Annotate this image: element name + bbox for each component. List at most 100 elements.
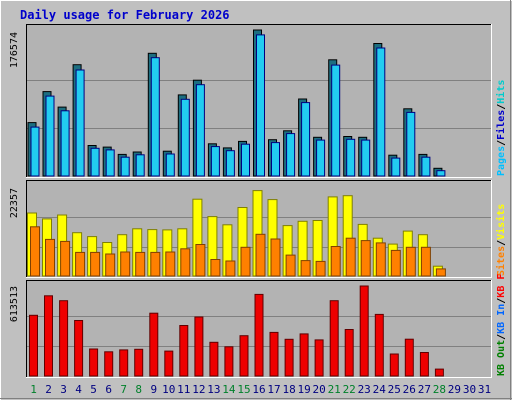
day-label-9: 9 <box>150 383 157 396</box>
bar-top-files-day-5 <box>90 147 100 177</box>
bar-bottom-kb-f-day-22 <box>344 329 354 377</box>
day-label-12: 12 <box>192 383 205 396</box>
bar-middle-sites-day-1 <box>30 226 40 277</box>
day-label-2: 2 <box>45 383 52 396</box>
legend-bottom: KB Out/KB In/KB F <box>496 274 507 376</box>
bar-bottom-kb-f-day-2 <box>44 295 53 377</box>
y-max-label-top: 176574 <box>9 32 20 68</box>
bar-bottom-kb-f-day-5 <box>89 348 99 377</box>
bar-middle-sites-day-27 <box>420 246 431 277</box>
bar-bottom-kb-f-day-28 <box>434 368 444 377</box>
legend-entry-pages: Pages <box>496 146 507 176</box>
bar-middle-sites-day-14 <box>225 260 236 277</box>
bar-top-files-day-11 <box>180 98 190 177</box>
bar-top-files-day-10 <box>165 153 175 177</box>
legend-separator: / <box>496 140 507 146</box>
bar-middle-sites-day-13 <box>210 259 221 277</box>
bar-middle-sites-day-3 <box>60 240 71 277</box>
bar-top-files-day-13 <box>210 146 220 177</box>
bar-middle-sites-day-21 <box>330 246 341 277</box>
chart-panels: 176574Pages/Files/Hits22357Sites/Visits6… <box>9 24 507 378</box>
bar-middle-sites-day-19 <box>300 260 311 277</box>
bar-middle-sites-day-8 <box>135 251 146 277</box>
bar-top-files-day-14 <box>225 150 235 177</box>
bar-middle-sites-day-22 <box>345 237 356 277</box>
bar-bottom-kb-f-day-3 <box>59 300 69 377</box>
bar-bottom-kb-f-day-12 <box>194 316 204 377</box>
bar-top-files-day-1 <box>30 126 40 177</box>
legend-entry-kb-out: KB Out <box>496 340 507 376</box>
bar-top-files-day-8 <box>135 154 145 177</box>
bar-bottom-kb-f-day-19 <box>299 333 309 377</box>
day-label-1: 1 <box>30 383 37 396</box>
legend-entry-sites: Sites <box>495 246 507 276</box>
panel-bottom: 613513 KB Out/KB In/KB F <box>9 274 507 378</box>
day-label-13: 13 <box>207 383 220 396</box>
bar-top-files-day-20 <box>316 139 326 177</box>
bar-middle-sites-day-25 <box>390 249 401 277</box>
day-label-25: 25 <box>388 383 401 396</box>
bar-bottom-kb-f-day-24 <box>374 313 384 377</box>
bar-middle-sites-day-6 <box>105 253 116 277</box>
bar-top-files-day-3 <box>60 110 70 177</box>
bar-middle-sites-day-20 <box>315 260 326 277</box>
bar-top-files-day-16 <box>256 34 265 177</box>
bar-middle-sites-day-7 <box>120 251 131 277</box>
day-label-3: 3 <box>60 383 67 396</box>
day-label-7: 7 <box>120 383 127 396</box>
day-label-5: 5 <box>90 383 97 396</box>
day-label-31: 31 <box>478 383 491 396</box>
chart-title: Daily usage for February 2026 <box>20 8 230 22</box>
day-label-29: 29 <box>448 383 461 396</box>
day-label-15: 15 <box>237 383 250 396</box>
day-label-4: 4 <box>75 383 82 396</box>
bar-top-files-day-6 <box>105 149 115 177</box>
bar-top-files-day-24 <box>376 47 386 177</box>
legend-top: Pages/Files/Hits <box>495 80 507 176</box>
y-max-label-bottom: 613513 <box>9 286 20 322</box>
bar-top-files-day-2 <box>45 95 55 177</box>
bar-middle-sites-day-16 <box>255 233 266 277</box>
day-label-18: 18 <box>282 383 295 396</box>
bar-middle-sites-day-17 <box>270 238 281 277</box>
legend-middle: Sites/Visits <box>495 204 507 276</box>
bar-bottom-kb-f-day-1 <box>29 314 38 377</box>
bar-bottom-kb-f-day-18 <box>284 338 294 377</box>
legend-entry-hits: Hits <box>495 80 507 104</box>
day-label-8: 8 <box>135 383 142 396</box>
bar-top-files-day-19 <box>301 102 311 177</box>
bar-bottom-kb-f-day-11 <box>179 325 189 377</box>
bar-middle-sites-day-11 <box>180 248 191 277</box>
bar-top-files-day-25 <box>391 157 401 177</box>
bar-bottom-kb-f-day-4 <box>74 320 84 377</box>
bar-bottom-kb-f-day-6 <box>104 351 114 377</box>
bar-middle-sites-day-10 <box>165 251 176 277</box>
day-label-11: 11 <box>177 383 190 396</box>
bar-top-files-day-27 <box>421 156 431 177</box>
bar-top-files-day-9 <box>150 57 160 177</box>
legend-separator: / <box>496 104 507 110</box>
bar-bottom-kb-f-day-25 <box>389 353 399 377</box>
bar-middle-sites-day-23 <box>360 240 371 277</box>
bar-top-files-day-28 <box>436 170 446 177</box>
day-label-27: 27 <box>418 383 431 396</box>
legend-separator: / <box>496 334 507 340</box>
bar-middle-sites-day-9 <box>150 251 161 277</box>
bar-middle-sites-day-5 <box>90 251 101 277</box>
day-label-21: 21 <box>328 383 341 396</box>
bar-top-files-day-7 <box>120 156 130 177</box>
bar-bottom-kb-f-day-10 <box>164 350 174 377</box>
legend-entry-kb-in: KB In <box>496 304 507 334</box>
day-label-28: 28 <box>433 383 446 396</box>
day-label-26: 26 <box>403 383 416 396</box>
bar-top-files-day-12 <box>195 84 205 177</box>
bar-bottom-kb-f-day-17 <box>269 331 279 377</box>
bar-top-files-day-17 <box>271 142 280 177</box>
bar-middle-sites-day-12 <box>195 244 206 277</box>
legend-entry-files: Files <box>495 110 507 140</box>
bar-middle-sites-day-2 <box>45 238 55 277</box>
day-label-14: 14 <box>222 383 236 396</box>
day-label-20: 20 <box>312 383 325 396</box>
